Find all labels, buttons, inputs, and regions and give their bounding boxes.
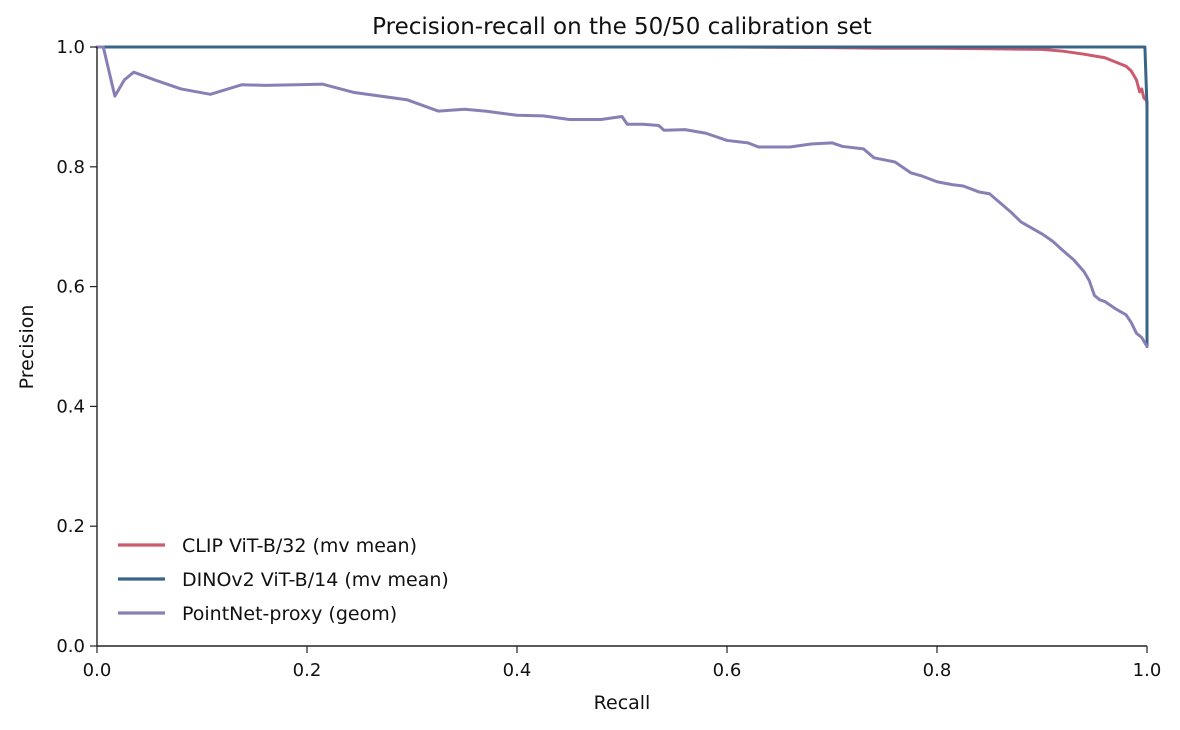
series-layer [95, 45, 1149, 348]
x-tick-label: 0.6 [713, 660, 742, 681]
y-tick-label: 1.0 [56, 37, 85, 58]
chart-title: Precision-recall on the 50/50 calibratio… [372, 14, 872, 40]
x-tick-label: 0.2 [293, 660, 322, 681]
legend-label-0: CLIP ViT-B/32 (mv mean) [182, 535, 417, 557]
series-line-2 [95, 45, 1149, 348]
series-line-1 [95, 45, 1149, 348]
x-tick-label: 0.0 [83, 660, 112, 681]
legend: CLIP ViT-B/32 (mv mean) DINOv2 ViT-B/14 (… [118, 535, 449, 625]
x-axis-label: Recall [594, 692, 651, 714]
y-tick-label: 0.6 [56, 277, 85, 298]
y-tick-label: 0.8 [56, 157, 85, 178]
y-axis-label: Precision [16, 305, 38, 390]
legend-label-2: PointNet-proxy (geom) [182, 603, 397, 625]
y-tick-label: 0.4 [56, 396, 85, 417]
y-ticks: 0.0 0.2 0.4 0.6 0.8 1.0 [56, 37, 97, 657]
x-tick-label: 1.0 [1133, 660, 1162, 681]
y-tick-label: 0.2 [56, 516, 85, 537]
y-tick-label: 0.0 [56, 636, 85, 657]
x-tick-label: 0.4 [503, 660, 532, 681]
x-ticks: 0.0 0.2 0.4 0.6 0.8 1.0 [83, 646, 1162, 681]
series-line-0 [95, 45, 1149, 348]
legend-label-1: DINOv2 ViT-B/14 (mv mean) [182, 569, 449, 591]
x-tick-label: 0.8 [923, 660, 952, 681]
